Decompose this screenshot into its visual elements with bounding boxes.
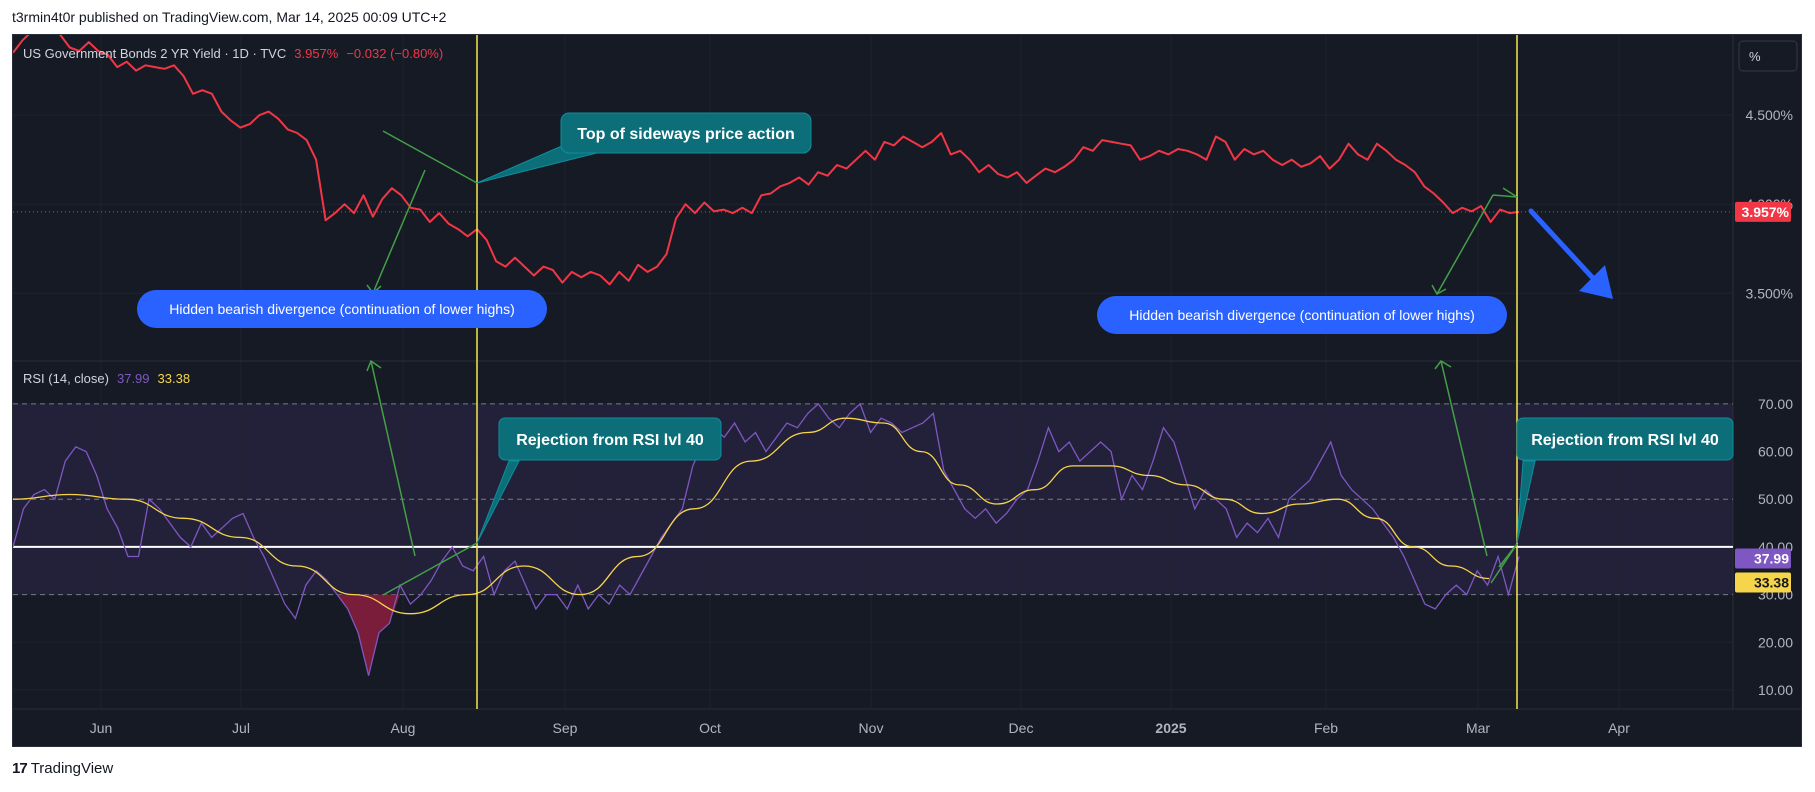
callout-top-sideways[interactable]: Top of sideways price action <box>476 112 812 184</box>
tradingview-logo[interactable]: 17 TradingView <box>12 760 113 777</box>
unit-toggle-button[interactable]: % <box>1738 40 1798 72</box>
rsi-tick-label: 20.00 <box>1758 634 1793 650</box>
x-tick-label: 2025 <box>1155 720 1186 736</box>
rsi-tick-label: 10.00 <box>1758 682 1793 698</box>
price-lower-high-line-1 <box>382 130 478 184</box>
rsi-last-value-badge: 37.99 <box>1754 550 1789 566</box>
rsi-oversold-fill <box>326 594 400 676</box>
price-last-value-badge: 3.957% <box>1742 204 1790 220</box>
x-tick-label: Sep <box>553 720 578 736</box>
chart-frame[interactable]: Top of sideways price action Hidden bear… <box>12 23 1802 747</box>
arrowhead-2 <box>1431 284 1447 296</box>
label-hidden-divergence-1[interactable]: Hidden bearish divergence (continuation … <box>137 290 547 328</box>
price-tick-label: 4.500% <box>1746 107 1793 123</box>
rsi-tick-label: 60.00 <box>1758 444 1793 460</box>
arrowhead-3 <box>366 359 382 372</box>
price-lower-high-tick-2 <box>1502 187 1518 198</box>
rsi-legend-title: RSI (14, close) <box>23 371 109 386</box>
x-tick-label: Dec <box>1009 720 1034 736</box>
rsi-last-value-badge-bg <box>1735 548 1791 569</box>
rsi-ma-last-value-badge-bg <box>1735 572 1791 593</box>
x-tick-label: Jun <box>90 720 113 736</box>
svg-text:US Government Bonds 2 YR Yield: US Government Bonds 2 YR Yield · 1D · TV… <box>23 46 443 61</box>
callout-rejection-1-text: Rejection from RSI lvl 40 <box>516 432 704 449</box>
label-hidden-divergence-2[interactable]: Hidden bearish divergence (continuation … <box>1097 296 1507 334</box>
rsi-legend-ma: 33.38 <box>158 371 191 386</box>
x-tick-label: Oct <box>699 720 721 736</box>
callout-rejection-2-text: Rejection from RSI lvl 40 <box>1531 432 1719 449</box>
callout-rejection-2[interactable]: Rejection from RSI lvl 40 <box>1516 417 1734 544</box>
rsi-ma-series-line <box>12 417 1490 615</box>
rsi-series-line <box>12 402 1520 676</box>
rsi-legend[interactable]: RSI (14, close) 37.99 33.38 <box>23 371 190 386</box>
price-last-value-badge-bg <box>1735 201 1791 222</box>
forecast-arrow[interactable] <box>1528 208 1613 299</box>
price-tick-label: 3.500% <box>1746 285 1793 301</box>
chart-canvas[interactable]: Top of sideways price action Hidden bear… <box>12 23 1801 746</box>
axis-layer: Jun Jul Aug Sep Oct Nov Dec 2025 Feb Mar Apr 4.500%… <box>90 107 1793 736</box>
unit-toggle-label: % <box>1749 49 1761 64</box>
x-tick-label: Apr <box>1608 720 1630 736</box>
rsi-ma-last-value-badge: 33.38 <box>1754 574 1789 590</box>
price-legend[interactable]: US Government Bonds 2 YR Yield · 1D · TV… <box>23 46 443 61</box>
price-divergence-line-2 <box>1436 194 1494 295</box>
callout-rejection-1[interactable]: Rejection from RSI lvl 40 <box>476 417 722 544</box>
price-divergence-arrow-1 <box>372 169 426 294</box>
callout-top-sideways-text: Top of sideways price action <box>577 126 795 143</box>
rsi-higher-low-line-1 <box>382 542 478 596</box>
tradingview-logo-icon: 17 <box>12 760 28 777</box>
tradingview-logo-text: TradingView <box>30 760 114 777</box>
price-lower-high-line-2 <box>1492 194 1518 198</box>
x-tick-label: Mar <box>1466 720 1490 736</box>
label-hidden-divergence-2-text: Hidden bearish divergence (continuation … <box>1129 307 1475 323</box>
price-series-line <box>12 23 1520 286</box>
rsi-legend-value: 37.99 <box>117 371 150 386</box>
price-legend-title: US Government Bonds 2 YR Yield · 1D · TV… <box>23 46 286 61</box>
x-tick-label: Nov <box>859 720 884 736</box>
publisher-line: t3rmin4t0r published on TradingView.com,… <box>12 9 447 25</box>
divergence-lines[interactable] <box>366 130 1518 596</box>
price-legend-change: −0.032 (−0.80%) <box>346 46 443 61</box>
x-tick-label: Aug <box>391 720 416 736</box>
rsi-divergence-arrow-2 <box>1440 360 1488 557</box>
rsi-higher-low-tick-2 <box>1498 543 1518 568</box>
rsi-divergence-arrow-1 <box>370 360 416 557</box>
arrowhead-4 <box>1434 360 1452 370</box>
chart-background <box>13 35 1801 746</box>
price-legend-last: 3.957% <box>294 46 339 61</box>
x-tick-label: Feb <box>1314 720 1338 736</box>
label-hidden-divergence-1-text: Hidden bearish divergence (continuation … <box>169 301 515 317</box>
x-tick-label: Jul <box>232 720 250 736</box>
rsi-tick-label: 50.00 <box>1758 491 1793 507</box>
series-layer <box>12 23 1520 676</box>
rsi-tick-label: 70.00 <box>1758 396 1793 412</box>
